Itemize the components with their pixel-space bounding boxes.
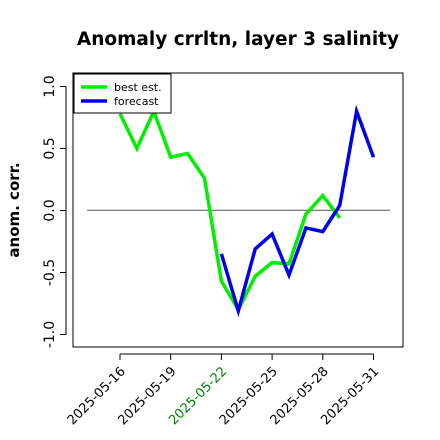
y-tick-label: 0.0 [42, 199, 58, 221]
y-tick-label: -1.0 [42, 321, 58, 348]
y-tick-label: -0.5 [42, 259, 58, 286]
x-axis: 2025-05-162025-05-192025-05-222025-05-25… [65, 353, 382, 428]
y-axis-label: anom. corr. [5, 162, 23, 257]
series-line-best-est [118, 106, 342, 314]
chart-title: Anomaly crrltn, layer 3 salinity [77, 29, 399, 50]
legend-label-best-est: best est. [114, 81, 162, 94]
plot-area-frame [72, 72, 404, 348]
legend: best est. forecast [73, 73, 172, 114]
legend-label-forecast: forecast [114, 95, 159, 108]
series-layer [118, 104, 376, 318]
y-tick-label: 1.0 [42, 75, 58, 97]
series-line-forecast [219, 104, 376, 318]
legend-box [73, 73, 172, 114]
y-axis: -1.0 -0.5 0.0 0.5 1.0 [42, 75, 67, 348]
y-tick-label: 0.5 [42, 137, 58, 159]
